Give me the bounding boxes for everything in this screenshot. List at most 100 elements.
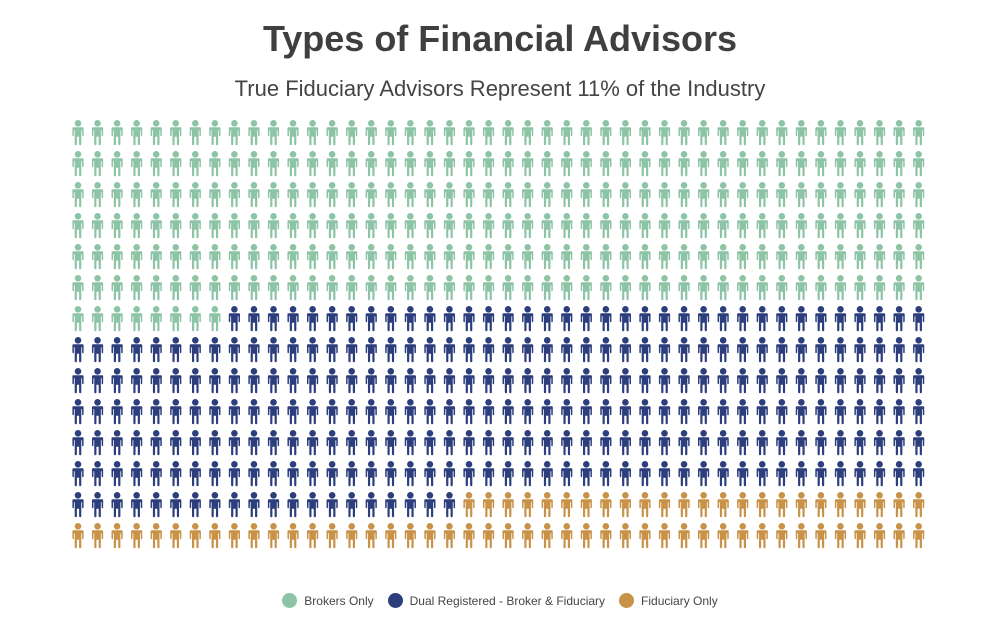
person-icon-fiduciary-only [287, 523, 299, 549]
person-icon-brokers-only [287, 151, 299, 177]
person-icon-dual-registered-broker-fiduciary [91, 368, 104, 394]
person-icon-dual-registered-broker-fiduciary [111, 337, 123, 363]
person-icon-brokers-only [756, 213, 768, 239]
person-icon-dual-registered-broker-fiduciary [463, 337, 475, 363]
person-icon-brokers-only [443, 151, 456, 177]
person-icon-fiduciary-only [522, 492, 534, 518]
person-icon-dual-registered-broker-fiduciary [522, 306, 534, 332]
person-icon-fiduciary-only [502, 523, 514, 549]
person-icon-dual-registered-broker-fiduciary [893, 461, 905, 487]
person-icon-brokers-only [834, 182, 847, 208]
person-icon-dual-registered-broker-fiduciary [541, 337, 553, 363]
person-icon-brokers-only [815, 120, 827, 146]
person-icon-dual-registered-broker-fiduciary [502, 461, 514, 487]
person-icon-brokers-only [170, 213, 182, 239]
person-icon-fiduciary-only [307, 523, 319, 549]
person-icon-brokers-only [678, 182, 690, 208]
person-icon-dual-registered-broker-fiduciary [580, 430, 592, 456]
person-icon-fiduciary-only [228, 523, 240, 549]
person-icon-dual-registered-broker-fiduciary [287, 430, 299, 456]
person-icon-dual-registered-broker-fiduciary [600, 368, 612, 394]
person-icon-dual-registered-broker-fiduciary [776, 368, 788, 394]
person-icon-brokers-only [385, 151, 397, 177]
person-icon-dual-registered-broker-fiduciary [150, 492, 162, 518]
person-icon-brokers-only [287, 213, 299, 239]
person-icon-brokers-only [541, 120, 553, 146]
person-icon-brokers-only [346, 120, 358, 146]
person-icon-dual-registered-broker-fiduciary [776, 430, 788, 456]
person-icon-brokers-only [795, 120, 807, 146]
person-icon-fiduciary-only [756, 523, 768, 549]
person-icon-dual-registered-broker-fiduciary [737, 430, 749, 456]
person-icon-brokers-only [913, 244, 925, 270]
person-icon-brokers-only [717, 244, 729, 270]
person-icon-dual-registered-broker-fiduciary [854, 430, 866, 456]
person-icon-dual-registered-broker-fiduciary [580, 461, 592, 487]
person-icon-brokers-only [698, 120, 710, 146]
person-icon-fiduciary-only [737, 523, 749, 549]
person-icon-brokers-only [756, 151, 768, 177]
person-icon-brokers-only [737, 151, 749, 177]
legend-swatch-fiduciary-only [619, 593, 635, 608]
person-icon-fiduciary-only [815, 523, 827, 549]
person-icon-dual-registered-broker-fiduciary [150, 430, 162, 456]
person-icon-brokers-only [189, 306, 201, 332]
person-icon-brokers-only [91, 120, 104, 146]
person-icon-dual-registered-broker-fiduciary [717, 399, 729, 425]
person-icon-fiduciary-only [580, 523, 592, 549]
person-icon-brokers-only [307, 275, 319, 301]
person-icon-dual-registered-broker-fiduciary [228, 368, 240, 394]
person-icon-dual-registered-broker-fiduciary [248, 368, 260, 394]
legend-item-dual-registered: Dual Registered - Broker & Fiduciary [387, 593, 605, 608]
person-icon-brokers-only [209, 182, 221, 208]
person-icon-dual-registered-broker-fiduciary [326, 368, 338, 394]
person-icon-brokers-only [424, 182, 436, 208]
person-icon-brokers-only [893, 151, 905, 177]
person-icon-brokers-only [287, 275, 299, 301]
person-icon-brokers-only [463, 182, 475, 208]
person-icon-dual-registered-broker-fiduciary [717, 430, 729, 456]
person-icon-dual-registered-broker-fiduciary [424, 492, 436, 518]
person-icon-brokers-only [170, 244, 182, 270]
person-icon-dual-registered-broker-fiduciary [228, 461, 240, 487]
person-icon-brokers-only [443, 213, 456, 239]
person-icon-dual-registered-broker-fiduciary [717, 337, 729, 363]
person-icon-dual-registered-broker-fiduciary [72, 461, 84, 487]
person-icon-brokers-only [365, 275, 377, 301]
person-icon-fiduciary-only [678, 523, 690, 549]
person-icon-brokers-only [678, 244, 690, 270]
person-icon-fiduciary-only [737, 492, 749, 518]
legend-item-brokers-only: Brokers Only [282, 593, 374, 608]
person-icon-fiduciary-only [834, 523, 847, 549]
person-icon-brokers-only [424, 244, 436, 270]
person-icon-dual-registered-broker-fiduciary [873, 306, 886, 332]
person-icon-dual-registered-broker-fiduciary [443, 306, 456, 332]
person-icon-dual-registered-broker-fiduciary [580, 337, 592, 363]
person-icon-dual-registered-broker-fiduciary [111, 399, 123, 425]
person-icon-brokers-only [228, 275, 240, 301]
person-icon-brokers-only [834, 275, 847, 301]
person-icon-fiduciary-only [776, 492, 788, 518]
person-icon-dual-registered-broker-fiduciary [267, 492, 280, 518]
person-icon-brokers-only [541, 213, 553, 239]
person-icon-dual-registered-broker-fiduciary [209, 430, 221, 456]
person-icon-dual-registered-broker-fiduciary [658, 461, 671, 487]
person-icon-fiduciary-only [795, 492, 807, 518]
person-icon-brokers-only [346, 182, 358, 208]
person-icon-dual-registered-broker-fiduciary [72, 368, 84, 394]
legend-label-brokers-only: Brokers Only [304, 593, 374, 608]
person-icon-brokers-only [482, 275, 495, 301]
person-icon-brokers-only [72, 244, 84, 270]
person-icon-dual-registered-broker-fiduciary [600, 306, 612, 332]
person-icon-brokers-only [541, 151, 553, 177]
person-icon-dual-registered-broker-fiduciary [834, 337, 847, 363]
person-icon-dual-registered-broker-fiduciary [326, 399, 338, 425]
person-icon-fiduciary-only [678, 492, 690, 518]
person-icon-dual-registered-broker-fiduciary [913, 337, 925, 363]
person-icon-dual-registered-broker-fiduciary [795, 461, 807, 487]
person-icon-brokers-only [404, 151, 416, 177]
person-icon-dual-registered-broker-fiduciary [698, 306, 710, 332]
person-icon-fiduciary-only [776, 523, 788, 549]
person-icon-brokers-only [913, 182, 925, 208]
person-icon-brokers-only [502, 120, 514, 146]
